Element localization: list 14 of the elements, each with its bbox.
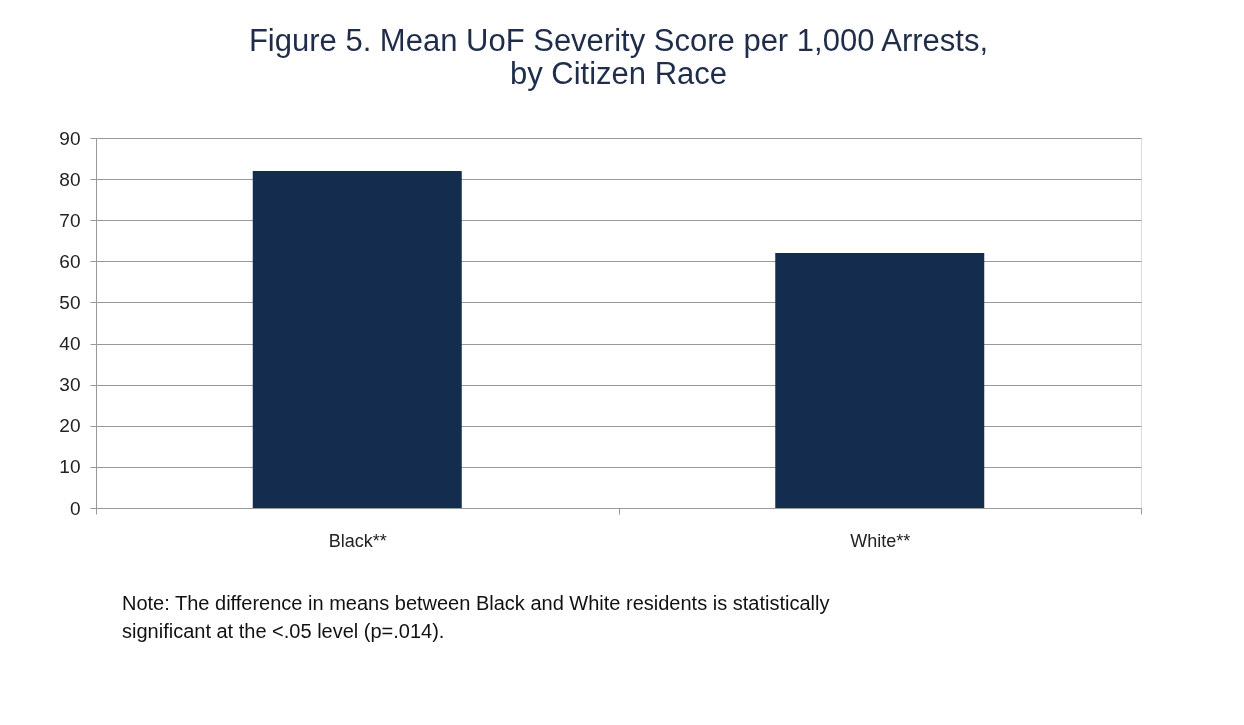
y-tick-label: 90	[59, 127, 81, 149]
y-tick-label: 50	[59, 291, 81, 313]
x-tick-label: Black**	[328, 530, 387, 551]
y-tick-label: 0	[69, 497, 81, 519]
y-tick-label: 70	[59, 209, 81, 231]
y-tick-label: 30	[59, 374, 81, 396]
text: Figure 5. Mean UoF Severity Score per 1,000 Arrests,	[248, 23, 989, 58]
y-tick-label: 80	[59, 168, 81, 190]
y-tick-label: 20	[59, 415, 81, 437]
y-tick-label: 60	[59, 250, 81, 272]
y-tick-label: 40	[59, 333, 81, 355]
y-tick-label: 10	[59, 456, 81, 478]
x-tick-label: White**	[850, 530, 911, 551]
text: Note: The difference in means between Black and White residents is statistically significant at the <.05 level (p=.014).	[122, 592, 830, 642]
